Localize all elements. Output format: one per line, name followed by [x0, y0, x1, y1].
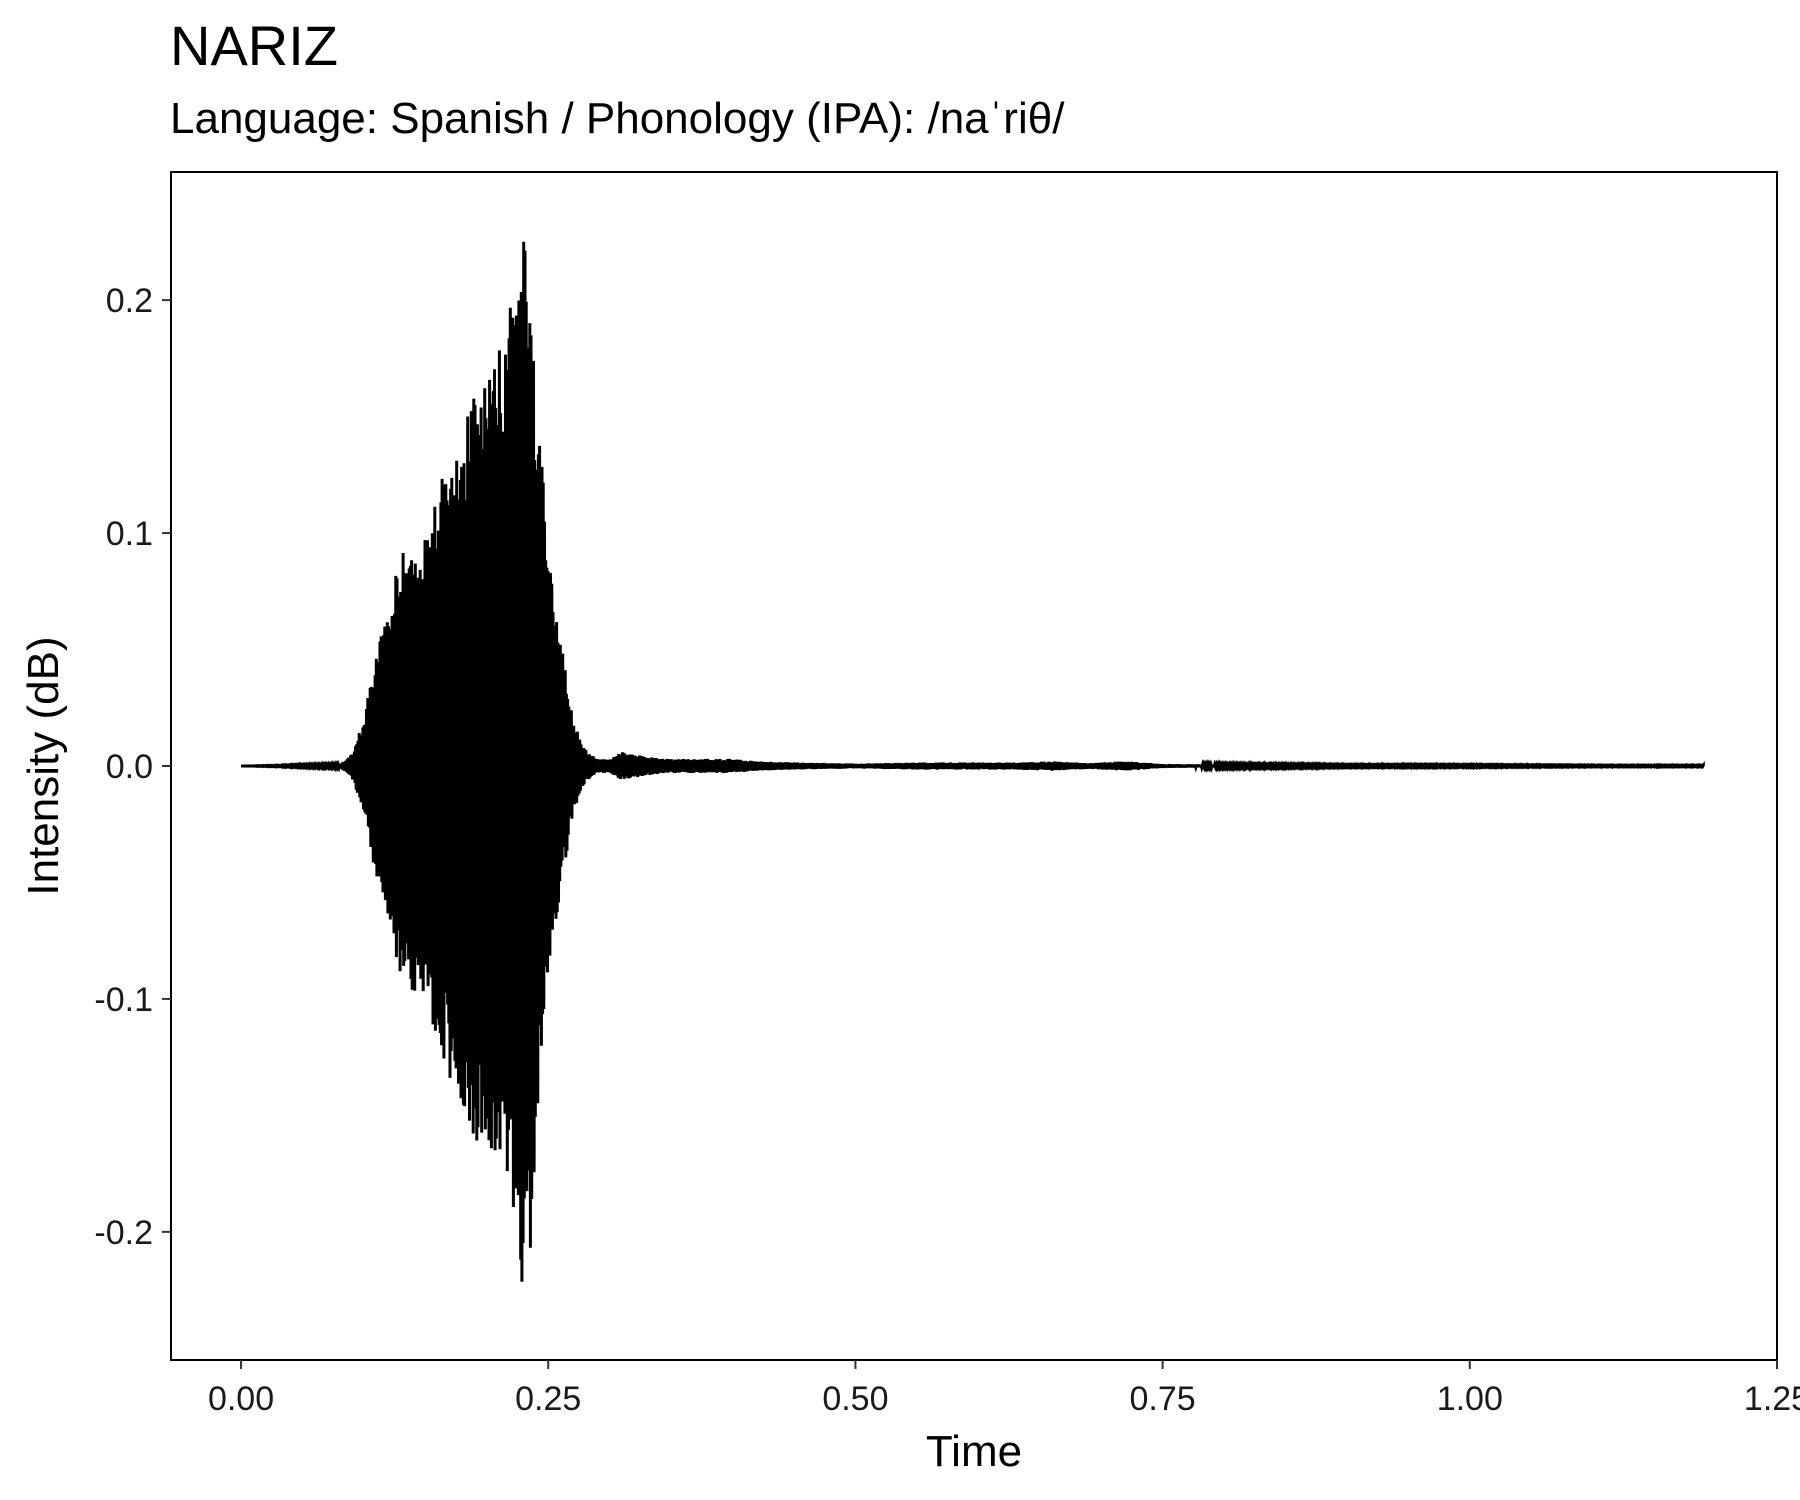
x-tick-label: 1.25 — [1744, 1380, 1800, 1418]
y-tick-label: 0.1 — [106, 515, 153, 553]
x-tick-label: 1.00 — [1437, 1380, 1503, 1418]
y-tick-label: -0.1 — [94, 981, 153, 1019]
x-axis: 0.00 0.25 0.50 0.75 1.00 1.25 — [208, 1360, 1800, 1418]
x-tick-label: 0.75 — [1130, 1380, 1196, 1418]
y-axis-title: Intensity (dB) — [19, 636, 68, 895]
x-tick-label: 0.00 — [208, 1380, 274, 1418]
y-tick-label: -0.2 — [94, 1214, 153, 1252]
y-tick-label: 0.0 — [106, 748, 153, 786]
y-axis: -0.2 -0.1 0.0 0.1 0.2 — [94, 282, 171, 1252]
x-axis-title: Time — [926, 1427, 1022, 1476]
x-tick-label: 0.25 — [515, 1380, 581, 1418]
chart-subtitle: Language: Spanish / Phonology (IPA): /na… — [170, 94, 1065, 143]
chart-title: NARIZ — [170, 14, 338, 77]
y-tick-label: 0.2 — [106, 282, 153, 320]
waveform-line — [241, 241, 1705, 1282]
x-tick-label: 0.50 — [822, 1380, 888, 1418]
